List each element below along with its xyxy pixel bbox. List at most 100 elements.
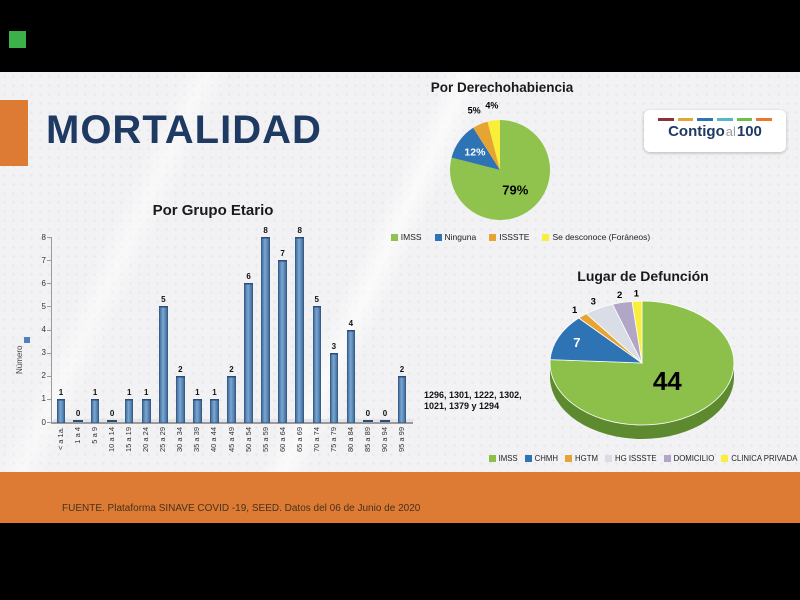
- pie1-legend: IMSS Ninguna ISSSTE Se desconoce (Foráneos): [378, 232, 663, 242]
- legend-swatch: [390, 233, 398, 241]
- logo-text-100: 100: [736, 123, 762, 140]
- legend-label: IMSS: [498, 454, 518, 463]
- bar-value-label: 1: [195, 387, 200, 397]
- legend-swatch: [524, 455, 532, 462]
- bar-value-label: 1: [58, 387, 64, 397]
- x-axis-line: [51, 422, 413, 424]
- legend-label: ISSSTE: [499, 232, 530, 242]
- y-tick-mark: [47, 352, 51, 354]
- y-tick-mark: [47, 375, 51, 377]
- bar-value-label: 1: [144, 387, 149, 397]
- bar: [261, 237, 270, 423]
- bar-zero: [107, 420, 118, 422]
- bar-value-label: 0: [382, 409, 388, 418]
- pie-slice-label: 7: [573, 335, 580, 350]
- pie-slice-label: 2: [617, 290, 622, 301]
- logo-text-contigo: Contigo: [668, 123, 725, 140]
- bar-chart-title: Por Grupo Etario: [152, 202, 274, 219]
- bar: [210, 398, 219, 423]
- x-tick-label: 85 a 89: [362, 427, 372, 453]
- legend-label: DOMICILIO: [673, 454, 715, 463]
- legend-swatch: [565, 455, 573, 462]
- legend-label: Se desconoce (Foráneos): [552, 232, 651, 242]
- bar: [278, 260, 287, 423]
- bar-value-label: 0: [109, 409, 115, 418]
- legend-item: Se desconoce (Foráneos): [542, 232, 650, 242]
- pie2-legend: IMSS CHMH HGTM HG ISSSTE DOMICILIO CLINICA PR…: [488, 454, 797, 463]
- bar-zero: [379, 420, 390, 422]
- logo: Contigoal100: [644, 110, 786, 152]
- bar: [312, 306, 321, 423]
- legend-label: CHMH: [534, 454, 559, 463]
- bar-value-label: 2: [399, 364, 405, 374]
- legend-label: HG ISSSTE: [614, 454, 657, 463]
- bar-value-label: 1: [92, 387, 98, 397]
- bar: [176, 375, 185, 423]
- footer-source-text: FUENTE. Plataforma SINAVE COVID -19, SEE…: [62, 503, 421, 514]
- pie-slice-label: 12%: [464, 146, 486, 158]
- x-tick-label: 50 a 54: [243, 427, 253, 453]
- bar: [142, 398, 151, 423]
- y-axis-line: [51, 237, 53, 423]
- legend-swatch: [489, 233, 497, 241]
- pie-slice: [631, 300, 643, 364]
- x-tick-label: 20 a 24: [141, 427, 151, 453]
- legend-swatch: [721, 455, 729, 462]
- x-tick-label: 75 a 79: [328, 427, 338, 453]
- bar-value-label: 1: [126, 387, 132, 397]
- y-tick-label: 3: [41, 348, 46, 358]
- pie-chart-lugar-defuncion: 44 7 1 3 2 1: [549, 288, 735, 439]
- bar-value-label: 0: [75, 409, 81, 418]
- logo-dashes: [658, 118, 773, 121]
- logo-text: Contigoal100: [644, 123, 786, 140]
- bar-value-label: 5: [314, 295, 319, 305]
- y-tick-label: 5: [41, 301, 46, 311]
- bar: [193, 398, 202, 423]
- logo-dash: [658, 118, 674, 121]
- y-tick-label: 2: [41, 371, 46, 381]
- pie-slice: [549, 317, 644, 364]
- pie-slice: [451, 127, 500, 170]
- bar-value-label: 8: [263, 226, 268, 235]
- pie-slice-label: 1: [634, 288, 640, 299]
- legend-swatch: [663, 455, 671, 462]
- legend-swatch: [542, 233, 550, 241]
- recording-indicator: [9, 31, 26, 48]
- bar: [329, 352, 339, 423]
- legend-item: CLINICA PRIVADA: [721, 454, 797, 463]
- x-tick-label: 15 a 19: [124, 427, 134, 453]
- side-note-line2: 1021, 1379 y 1294: [424, 401, 500, 411]
- bar-value-label: 3: [331, 341, 337, 351]
- bar: [244, 283, 253, 423]
- pie-slice-label: 44: [653, 366, 682, 396]
- bar: [124, 398, 134, 423]
- side-note-line1: 1296, 1301, 1222, 1302,: [424, 390, 522, 400]
- x-tick-label: 5 a 9: [90, 427, 100, 444]
- y-tick-label: 8: [41, 232, 46, 242]
- pie-slice-label: 4%: [485, 101, 498, 111]
- bar-value-label: 7: [280, 249, 285, 259]
- pie-slice-label: 5%: [468, 105, 481, 115]
- floor-shade: [51, 419, 416, 422]
- pie1-title: Por Derechohabiencia: [430, 80, 574, 95]
- x-tick-label: 80 a 84: [345, 427, 355, 453]
- legend-item: HGTM: [565, 454, 598, 463]
- bar-value-label: 1: [212, 387, 217, 397]
- bar-value-label: 4: [348, 318, 354, 328]
- x-tick-label: 95 a 99: [397, 427, 406, 453]
- x-tick-label: 55 a 59: [260, 427, 270, 453]
- bar-value-label: 8: [297, 226, 302, 235]
- y-tick-mark: [47, 237, 51, 238]
- pie-slice-label: 79%: [502, 182, 528, 197]
- y-tick-mark: [47, 306, 51, 308]
- slide: MORTALIDAD Contigoal100 Por Grupo Etario…: [0, 72, 800, 523]
- side-note: 1296, 1301, 1222, 1302, 1021, 1379 y 129…: [424, 390, 536, 412]
- x-tick-label: 70 a 74: [311, 427, 321, 453]
- y-tick-mark: [47, 422, 51, 423]
- x-tick-label: 30 a 34: [175, 427, 185, 453]
- legend-item: ISSSTE: [489, 232, 529, 242]
- legend-item: CHMH: [524, 454, 559, 463]
- x-tick-label: 35 a 39: [192, 427, 202, 453]
- bar-zero: [73, 420, 84, 422]
- y-tick-label: 7: [41, 255, 46, 265]
